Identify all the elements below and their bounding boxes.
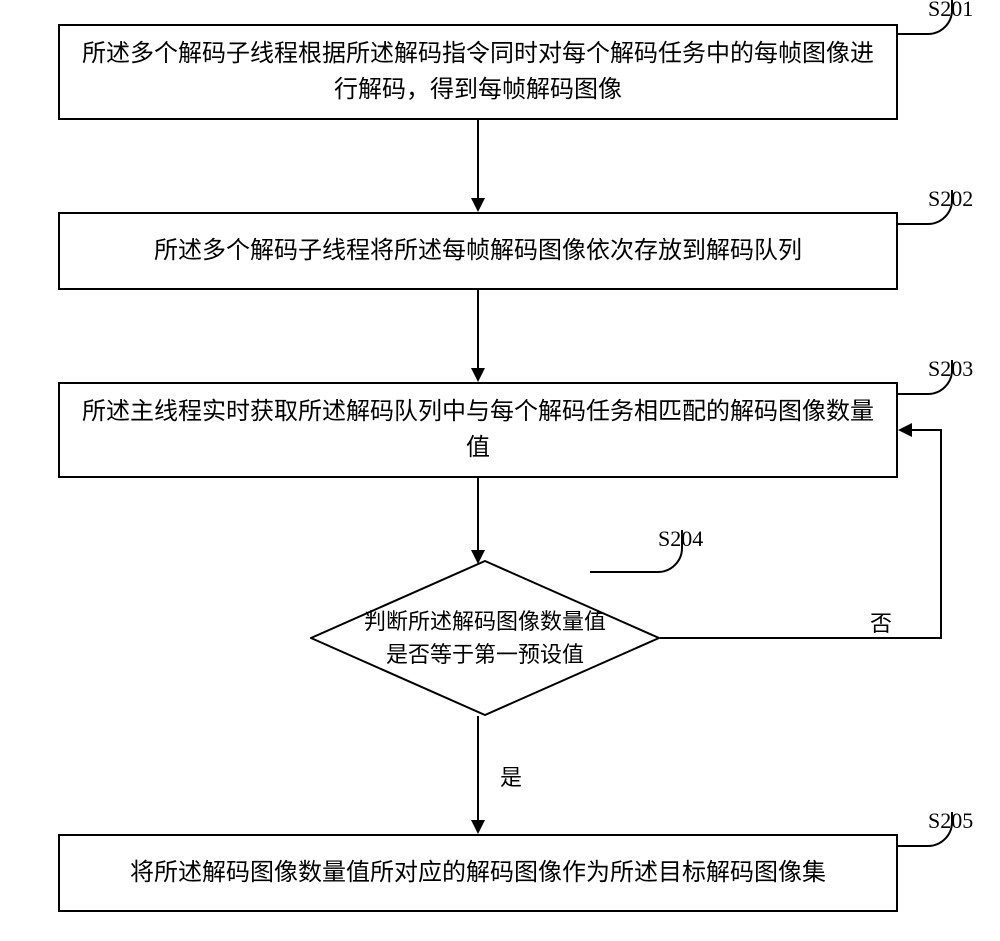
step-s204: 判断所述解码图像数量值是否等于第一预设值 xyxy=(310,560,660,716)
step-s205: 将所述解码图像数量值所对应的解码图像作为所述目标解码图像集 xyxy=(58,834,898,912)
step-s205-text: 将所述解码图像数量值所对应的解码图像作为所述目标解码图像集 xyxy=(130,855,826,891)
step-s202: 所述多个解码子线程将所述每帧解码图像依次存放到解码队列 xyxy=(58,212,898,290)
step-s202-text: 所述多个解码子线程将所述每帧解码图像依次存放到解码队列 xyxy=(154,233,802,269)
arrow-s202-s203-head xyxy=(471,368,485,382)
step-s203-text: 所述主线程实时获取所述解码队列中与每个解码任务相匹配的解码图像数量值 xyxy=(80,394,876,466)
step-s203: 所述主线程实时获取所述解码队列中与每个解码任务相匹配的解码图像数量值 xyxy=(58,382,898,478)
flowchart-canvas: 所述多个解码子线程根据所述解码指令同时对每个解码任务中的每帧图像进行解码，得到每… xyxy=(0,0,1000,941)
label-s205: S205 xyxy=(928,808,973,834)
edge-yes-v xyxy=(477,716,479,820)
edge-no-head xyxy=(898,423,912,437)
edge-yes-head xyxy=(471,820,485,834)
arrow-s203-s204 xyxy=(477,478,479,550)
label-s203: S203 xyxy=(928,356,973,382)
edge-no-v xyxy=(940,430,942,639)
arrow-s202-s203 xyxy=(477,290,479,368)
step-s204-text: 判断所述解码图像数量值是否等于第一预设值 xyxy=(355,605,615,671)
edge-no-h2 xyxy=(912,429,942,431)
arrow-s201-s202-head xyxy=(471,198,485,212)
edge-no-label: 否 xyxy=(870,606,892,638)
edge-yes-label: 是 xyxy=(500,760,522,792)
label-s204: S204 xyxy=(658,526,703,552)
arrow-s201-s202 xyxy=(477,120,479,198)
label-s201: S201 xyxy=(928,0,973,22)
label-s202: S202 xyxy=(928,186,973,212)
step-s201: 所述多个解码子线程根据所述解码指令同时对每个解码任务中的每帧图像进行解码，得到每… xyxy=(58,24,898,120)
step-s201-text: 所述多个解码子线程根据所述解码指令同时对每个解码任务中的每帧图像进行解码，得到每… xyxy=(80,36,876,108)
edge-no-h xyxy=(660,637,942,639)
